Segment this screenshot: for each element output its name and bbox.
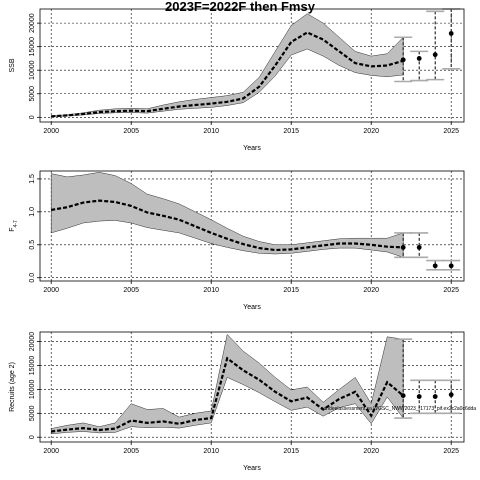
plot-frame (39, 8, 465, 123)
y-tick-label: 10000 (29, 60, 36, 80)
x-axis-label: Years (243, 465, 261, 472)
projection-point (416, 56, 422, 61)
panel-fishing-mortality: 2000 2005 2010 2015 2020 2025 0.0 0.5 1.0 1.5 Year… (9, 170, 465, 311)
y-tick-label: 0.5 (29, 240, 36, 250)
projection-point (416, 394, 422, 399)
y-tick-label: 15000 (29, 356, 36, 376)
x-tick-label: 2005 (123, 128, 139, 135)
x-tick-label: 2020 (363, 128, 379, 135)
x-tick-label: 2010 (203, 128, 219, 135)
x-tick-label: 2000 (43, 128, 59, 135)
plot-frame (39, 170, 465, 282)
run-id-annotation: sandeelassessment.sa.WGSC_NWW2023_r17173… (321, 406, 476, 412)
x-tick-label: 2015 (283, 128, 299, 135)
projection-point (448, 31, 454, 36)
y-tick-label: 20000 (29, 13, 36, 33)
estimate-line (51, 199, 404, 252)
projection-point (448, 263, 454, 269)
projection-point (400, 245, 406, 250)
y-tick-label: 10000 (29, 380, 36, 400)
x-tick-label: 2000 (43, 287, 59, 294)
projection-point (416, 245, 422, 250)
x-tick-label: 2020 (363, 287, 379, 294)
projection-point (432, 263, 438, 269)
projection-point (432, 52, 438, 58)
x-tick-label: 2005 (123, 287, 139, 294)
x-tick-label: 2025 (443, 448, 459, 455)
y-axis-label: Recruits (age 2) (9, 362, 16, 412)
projection-point (400, 393, 406, 399)
y-tick-label: 20000 (29, 332, 36, 352)
x-axis-label: Years (243, 304, 261, 311)
x-tick-label: 2010 (203, 448, 219, 455)
panel-recruits: 2000 2005 2010 2015 2020 2025 0 5000 10000 15000 2… (9, 331, 476, 472)
projection-point (432, 394, 438, 399)
y-tick-label: 1.5 (29, 174, 36, 184)
plot-frame (39, 331, 465, 443)
y-tick-label: 5000 (29, 86, 36, 102)
y-tick-label: 0 (29, 435, 36, 439)
page-title: 2023F=2022F then Fmsy (165, 0, 315, 14)
x-tick-label: 2000 (43, 448, 59, 455)
x-tick-label: 2005 (123, 448, 139, 455)
estimate-line (51, 31, 404, 118)
x-tick-label: 2015 (283, 287, 299, 294)
y-tick-label: 5000 (29, 405, 36, 421)
estimate-line (51, 356, 404, 433)
x-tick-label: 2010 (203, 287, 219, 294)
x-tick-label: 2025 (443, 128, 459, 135)
x-tick-label: 2015 (283, 448, 299, 455)
confidence-band (51, 333, 404, 435)
y-tick-label: 15000 (29, 37, 36, 57)
x-tick-label: 2020 (363, 448, 379, 455)
x-axis-label: Years (243, 145, 261, 152)
y-tick-label: 0.0 (29, 273, 36, 283)
projection-point (400, 57, 406, 63)
y-axis-label: SSB (9, 58, 16, 72)
projection-point (448, 392, 454, 398)
x-tick-label: 2025 (443, 287, 459, 294)
panel-ssb: 2000 2005 2010 2015 2020 2025 0 5000 10000 15000 2… (9, 8, 465, 152)
y-tick-label: 0 (29, 115, 36, 119)
y-axis-label: F4-7 (9, 220, 19, 232)
y-tick-label: 1.0 (29, 207, 36, 217)
